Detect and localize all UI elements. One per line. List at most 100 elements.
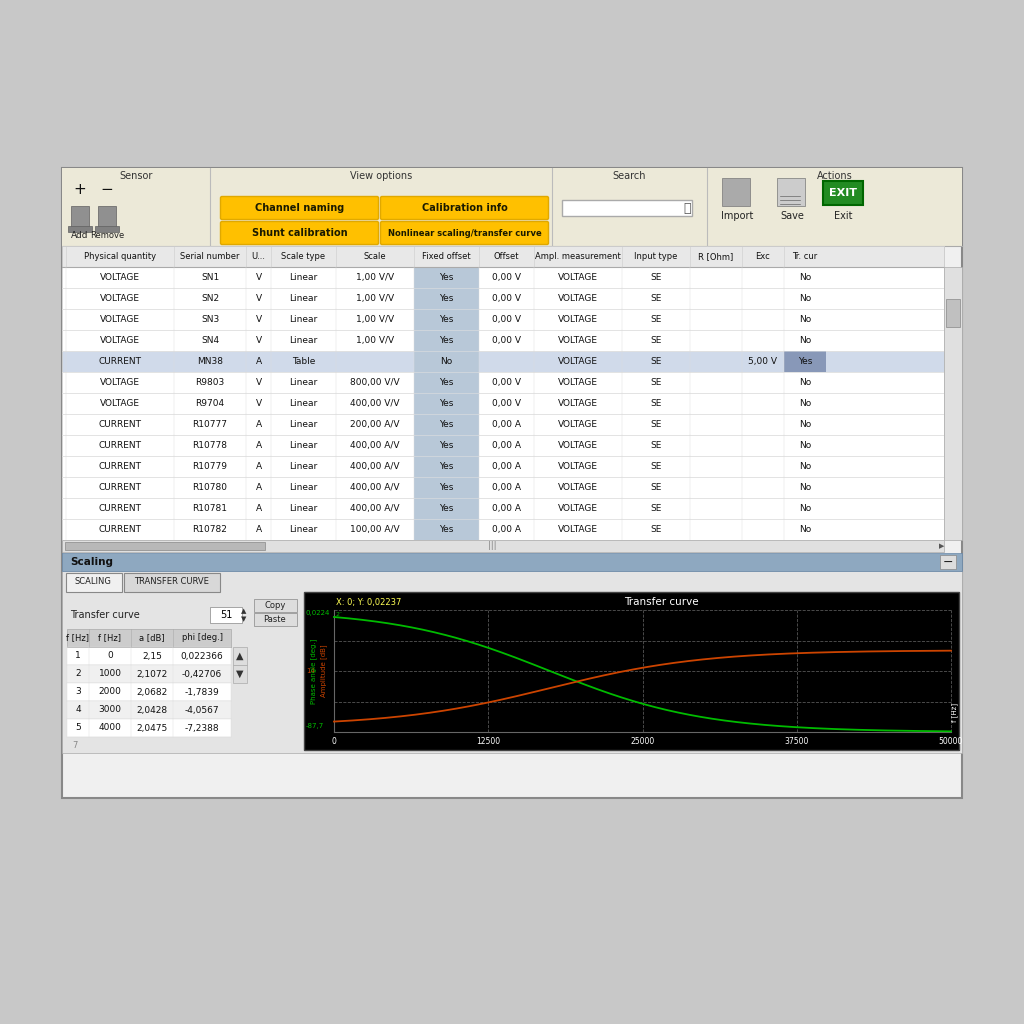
Text: VOLTAGE: VOLTAGE (100, 273, 140, 282)
Text: No: No (799, 462, 811, 471)
Text: VOLTAGE: VOLTAGE (558, 462, 598, 471)
Text: A: A (255, 441, 261, 450)
Text: Yes: Yes (439, 483, 454, 492)
Text: f [Hz]: f [Hz] (98, 634, 122, 642)
Text: Yes: Yes (439, 315, 454, 324)
Text: ▲: ▲ (237, 651, 244, 662)
Text: TRANSFER CURVE: TRANSFER CURVE (133, 578, 209, 587)
FancyBboxPatch shape (220, 197, 379, 219)
Bar (67, 701, 231, 719)
Bar (95, 226, 119, 232)
Bar (62, 519, 944, 540)
Text: 0,00 A: 0,00 A (492, 462, 521, 471)
Bar (944, 267, 962, 540)
Text: V: V (255, 315, 261, 324)
Text: Transfer curve: Transfer curve (625, 597, 698, 607)
Bar (62, 414, 944, 435)
Text: SE: SE (650, 315, 662, 324)
Text: R10778: R10778 (193, 441, 227, 450)
Text: Linear: Linear (290, 315, 317, 324)
Text: 1,00 V/V: 1,00 V/V (356, 315, 394, 324)
Text: Yes: Yes (439, 420, 454, 429)
Text: VOLTAGE: VOLTAGE (100, 315, 140, 324)
Text: Fixed offset: Fixed offset (422, 252, 471, 261)
Text: -1,7839: -1,7839 (184, 687, 219, 696)
Text: 0,00 V: 0,00 V (492, 315, 521, 324)
Text: SE: SE (650, 357, 662, 366)
Text: SN4: SN4 (201, 336, 219, 345)
Text: Yes: Yes (439, 399, 454, 408)
Bar (414, 519, 479, 540)
Bar (414, 267, 479, 288)
Bar (62, 393, 944, 414)
Text: Actions: Actions (816, 171, 852, 181)
Text: SE: SE (650, 420, 662, 429)
Text: f [Hz]: f [Hz] (951, 702, 958, 722)
Text: SE: SE (650, 294, 662, 303)
Text: f [Hz]: f [Hz] (67, 634, 89, 642)
Text: 25000: 25000 (631, 737, 654, 746)
Text: X: 0; Y: 0,02237: X: 0; Y: 0,02237 (336, 597, 401, 606)
Text: A: A (255, 504, 261, 513)
Text: CURRENT: CURRENT (98, 420, 141, 429)
Text: Linear: Linear (290, 504, 317, 513)
Text: ▲: ▲ (242, 608, 247, 614)
Text: +: + (74, 182, 86, 198)
Text: V: V (255, 399, 261, 408)
Bar (414, 477, 479, 498)
Text: No: No (799, 336, 811, 345)
Bar (414, 393, 479, 414)
Text: 12500: 12500 (476, 737, 501, 746)
Text: Table: Table (292, 357, 315, 366)
Text: Yes: Yes (439, 441, 454, 450)
Text: 7: 7 (72, 741, 78, 750)
Text: 2,0475: 2,0475 (136, 724, 168, 732)
Text: 400,00 V/V: 400,00 V/V (350, 399, 399, 408)
Bar (414, 414, 479, 435)
Text: 400,00 A/V: 400,00 A/V (350, 504, 399, 513)
Text: Yes: Yes (439, 273, 454, 282)
Text: Transfer curve: Transfer curve (70, 610, 139, 620)
Bar (68, 226, 92, 232)
Text: VOLTAGE: VOLTAGE (100, 399, 140, 408)
Text: V: V (255, 336, 261, 345)
Text: Nonlinear scaling/transfer curve: Nonlinear scaling/transfer curve (388, 228, 542, 238)
FancyBboxPatch shape (220, 221, 379, 245)
Text: View options: View options (350, 171, 412, 181)
Text: 400,00 A/V: 400,00 A/V (350, 483, 399, 492)
Text: CURRENT: CURRENT (98, 462, 141, 471)
Text: CURRENT: CURRENT (98, 441, 141, 450)
Bar (414, 456, 479, 477)
Text: 2,0682: 2,0682 (136, 687, 168, 696)
Text: Yes: Yes (439, 336, 454, 345)
Text: 2000: 2000 (98, 687, 122, 696)
FancyBboxPatch shape (66, 572, 122, 592)
Bar (414, 498, 479, 519)
Text: VOLTAGE: VOLTAGE (100, 294, 140, 303)
Text: 0,00 A: 0,00 A (492, 525, 521, 534)
Text: No: No (799, 294, 811, 303)
Text: 0,00 V: 0,00 V (492, 294, 521, 303)
Text: Yes: Yes (439, 378, 454, 387)
Text: SE: SE (650, 462, 662, 471)
Text: VOLTAGE: VOLTAGE (558, 399, 598, 408)
Text: 3000: 3000 (98, 706, 122, 715)
Text: Linear: Linear (290, 273, 317, 282)
Text: No: No (799, 399, 811, 408)
Bar (65, 542, 265, 550)
Text: VOLTAGE: VOLTAGE (558, 504, 598, 513)
Text: SE: SE (650, 336, 662, 345)
Bar (62, 477, 944, 498)
Text: SE: SE (650, 504, 662, 513)
Text: 100,00 A/V: 100,00 A/V (350, 525, 399, 534)
Text: Linear: Linear (290, 483, 317, 492)
Text: V: V (255, 273, 261, 282)
Text: 0,00 V: 0,00 V (492, 273, 521, 282)
Text: 1,00 V/V: 1,00 V/V (356, 273, 394, 282)
Text: Linear: Linear (290, 399, 317, 408)
Text: Linear: Linear (290, 336, 317, 345)
Bar (62, 309, 944, 330)
FancyBboxPatch shape (381, 197, 549, 219)
Text: VOLTAGE: VOLTAGE (558, 420, 598, 429)
Text: SE: SE (650, 441, 662, 450)
